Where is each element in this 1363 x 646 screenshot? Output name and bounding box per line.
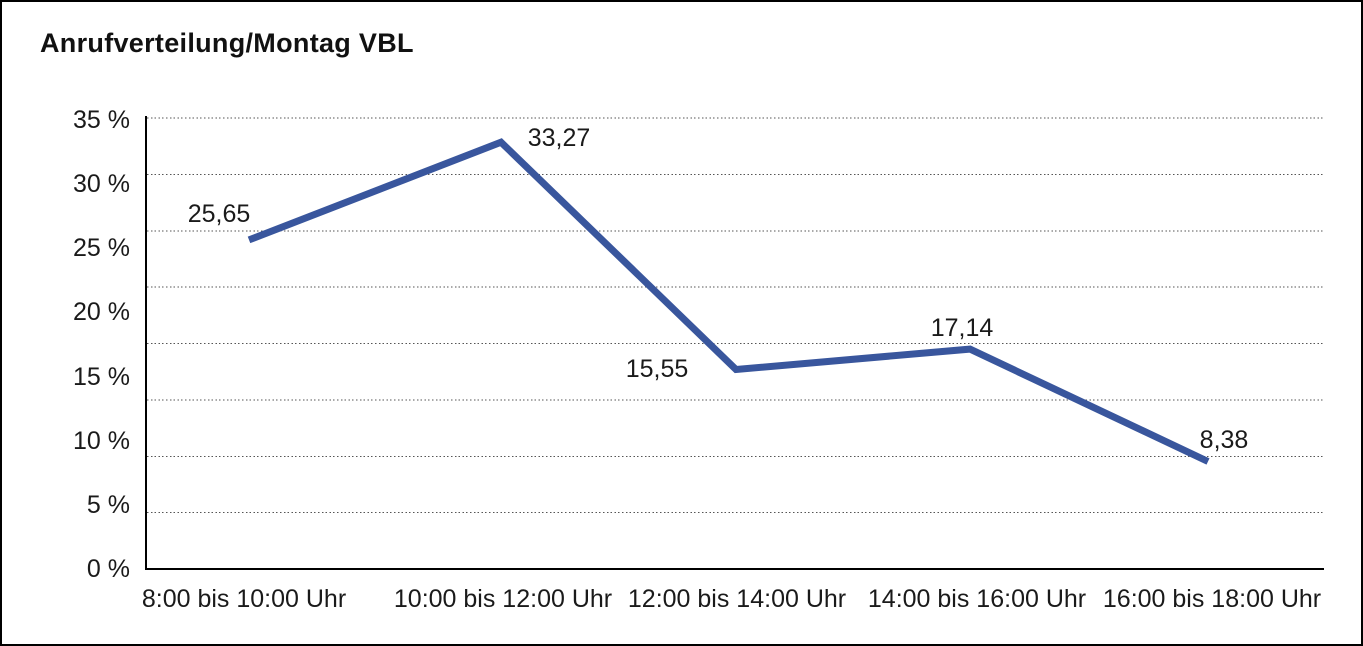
data-point-label: 25,65 bbox=[187, 200, 251, 228]
y-tick-label: 30 % bbox=[73, 170, 130, 198]
data-point-label: 17,14 bbox=[930, 314, 994, 342]
data-point-label: 15,55 bbox=[625, 355, 689, 383]
x-category-label: 10:00 bis 12:00 Uhr bbox=[393, 585, 613, 613]
x-category-label: 16:00 bis 18:00 Uhr bbox=[1102, 585, 1322, 613]
x-category-label: 8:00 bis 10:00 Uhr bbox=[141, 585, 347, 613]
y-tick-label: 15 % bbox=[73, 363, 130, 391]
y-tick-label: 20 % bbox=[73, 298, 130, 326]
data-point-label: 8,38 bbox=[1199, 426, 1249, 454]
x-category-label: 12:00 bis 14:00 Uhr bbox=[627, 585, 847, 613]
x-category-label: 14:00 bis 16:00 Uhr bbox=[867, 585, 1087, 613]
y-tick-label: 25 % bbox=[73, 234, 130, 262]
y-tick-label: 10 % bbox=[73, 427, 130, 455]
chart-title: Anrufverteilung/Montag VBL bbox=[40, 28, 414, 58]
y-tick-label: 5 % bbox=[86, 491, 130, 519]
data-line bbox=[247, 138, 1210, 465]
data-point-label: 33,27 bbox=[527, 124, 591, 152]
y-tick-label: 35 % bbox=[73, 106, 130, 134]
y-tick-label: 0 % bbox=[86, 555, 130, 583]
